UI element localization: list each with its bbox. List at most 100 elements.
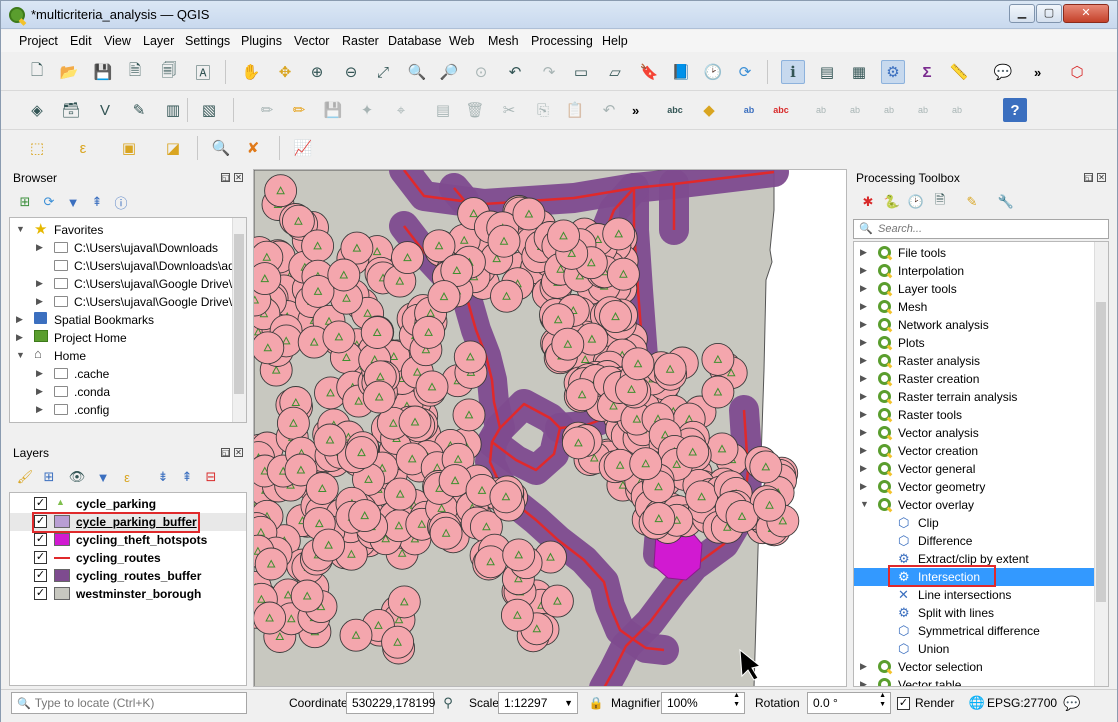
- filter-browser-icon[interactable]: ▼: [66, 194, 80, 210]
- chevron-right-icon[interactable]: ▶: [860, 679, 867, 687]
- add-wms-layer-icon[interactable]: ▧: [201, 102, 217, 119]
- float-panel-icon[interactable]: ◱: [221, 173, 230, 182]
- toolbox-algorithm[interactable]: ⚙ Intersection: [854, 565, 1108, 587]
- toolbox-group[interactable]: ▶ File tools: [854, 244, 1108, 262]
- remove-layer-icon[interactable]: ⊟: [205, 469, 217, 484]
- toolbox-group[interactable]: ▶ Plots: [854, 334, 1108, 352]
- python-scripts-icon[interactable]: 🐍: [883, 194, 901, 209]
- menu-edit[interactable]: Edit: [70, 34, 92, 48]
- zoom-to-selection-icon[interactable]: 🔍: [407, 64, 427, 81]
- toolbox-group[interactable]: ▶ Vector analysis: [854, 424, 1108, 442]
- chevron-right-icon[interactable]: ▶: [36, 278, 43, 288]
- select-by-location-icon[interactable]: ◪: [165, 140, 181, 157]
- close-panel-icon[interactable]: ✕: [234, 448, 243, 457]
- add-raster-layer-icon[interactable]: ✎: [132, 102, 146, 119]
- chevron-right-icon[interactable]: ▶: [36, 296, 43, 306]
- layout-manager-icon[interactable]: 🗐: [161, 61, 177, 79]
- menu-project[interactable]: Project: [19, 34, 58, 48]
- new-map-view-icon[interactable]: ▭: [573, 64, 589, 81]
- add-feature-icon[interactable]: ✦: [360, 102, 374, 119]
- collapse-all-icon[interactable]: ⇞: [91, 194, 103, 209]
- new-3d-map-view-icon[interactable]: ▱: [609, 64, 621, 81]
- select-by-expression-icon[interactable]: ε: [79, 139, 87, 157]
- style-layer-icon[interactable]: 🖌: [16, 469, 34, 484]
- toolbox-group[interactable]: ▶ Layer tools: [854, 280, 1108, 298]
- menu-mesh[interactable]: Mesh: [488, 34, 519, 48]
- undo-icon[interactable]: ↶: [602, 102, 616, 119]
- menu-layer[interactable]: Layer: [143, 34, 175, 48]
- layer-visibility-checkbox[interactable]: ✓: [34, 551, 47, 564]
- menu-web[interactable]: Web: [449, 34, 475, 48]
- chevron-right-icon[interactable]: ▶: [860, 373, 867, 383]
- history-icon[interactable]: 🕑: [907, 194, 925, 209]
- filter-by-expression-icon[interactable]: ε: [124, 469, 130, 485]
- add-selected-layers-icon[interactable]: ⊞: [19, 194, 31, 209]
- scrollbar-thumb[interactable]: [234, 234, 244, 394]
- zoom-to-layer-icon[interactable]: 🔎: [439, 64, 459, 81]
- properties-icon[interactable]: ⓘ: [114, 195, 128, 211]
- measure-line-icon[interactable]: 📏: [949, 64, 969, 81]
- menu-database[interactable]: Database: [388, 34, 442, 48]
- chevron-right-icon[interactable]: ▶: [860, 265, 867, 275]
- layer-visibility-checkbox[interactable]: ✓: [34, 533, 47, 546]
- layer-visibility-checkbox[interactable]: ✓: [34, 569, 47, 582]
- data-source-manager-icon[interactable]: ◈: [31, 102, 43, 119]
- toolbox-group[interactable]: ▶ Raster analysis: [854, 352, 1108, 370]
- magnifier-field[interactable]: 100% ▲ ▼: [661, 692, 745, 714]
- zoom-native-icon[interactable]: ⊙: [474, 64, 488, 81]
- minimize-button[interactable]: ▁: [1009, 4, 1035, 23]
- menu-view[interactable]: View: [104, 34, 131, 48]
- toolbox-group[interactable]: ▶ Raster tools: [854, 406, 1108, 424]
- chevron-right-icon[interactable]: ▶: [36, 368, 43, 378]
- spinner-icon[interactable]: ▲ ▼: [733, 692, 740, 708]
- browser-item[interactable]: ▶ .conda: [10, 383, 246, 401]
- toolbox-algorithm[interactable]: ✕ Line intersections: [854, 586, 1108, 604]
- chevron-right-icon[interactable]: ▶: [16, 332, 23, 342]
- cut-features-icon[interactable]: ✂: [502, 102, 516, 119]
- map-tips-icon[interactable]: 💬: [993, 64, 1013, 81]
- deselect-features-icon[interactable]: ▣: [121, 140, 137, 157]
- paste-features-icon[interactable]: 📋: [565, 102, 585, 119]
- rotation-field[interactable]: 0.0 ° ▲ ▼: [807, 692, 891, 714]
- toolbox-group[interactable]: ▶ Mesh: [854, 298, 1108, 316]
- chevron-right-icon[interactable]: ▶: [860, 409, 867, 419]
- chevron-right-icon[interactable]: ▶: [860, 301, 867, 311]
- layer-visibility-checkbox[interactable]: ✓: [34, 515, 47, 528]
- layer-item[interactable]: ✓ cycling_theft_hotspots: [10, 531, 246, 549]
- chevron-right-icon[interactable]: ▶: [860, 319, 867, 329]
- toolbox-algorithm[interactable]: ⚙ Split with lines: [854, 604, 1108, 622]
- menu-raster[interactable]: Raster: [342, 34, 379, 48]
- spinner-icon[interactable]: ▲ ▼: [879, 692, 886, 708]
- toolbox-group[interactable]: ▶ Vector table: [854, 676, 1108, 687]
- toolbox-algorithm[interactable]: ⬡ Symmetrical difference: [854, 622, 1108, 640]
- add-group-icon[interactable]: ⊞: [43, 469, 55, 484]
- toolbox-group[interactable]: ▶ Interpolation: [854, 262, 1108, 280]
- attribute-table-icon[interactable]: ▤: [819, 64, 835, 81]
- open-project-icon[interactable]: 📂: [59, 64, 79, 81]
- pan-map-icon[interactable]: ✋: [241, 64, 261, 81]
- help-icon[interactable]: ?: [1003, 98, 1027, 122]
- browser-item[interactable]: ▶ C:\Users\ujaval\Google Drive\: [10, 293, 246, 311]
- toolbox-group[interactable]: ▶ Vector creation: [854, 442, 1108, 460]
- toolbox-group[interactable]: ▶ Raster creation: [854, 370, 1108, 388]
- chevron-right-icon[interactable]: ▶: [860, 391, 867, 401]
- toolbox-search-input[interactable]: [878, 221, 1102, 237]
- toolbox-algorithm[interactable]: ⬡ Clip: [854, 514, 1108, 532]
- chevron-right-icon[interactable]: ▶: [36, 404, 43, 414]
- scrollbar-thumb[interactable]: [1096, 302, 1106, 602]
- toolbar-2-overflow-icon[interactable]: »: [632, 103, 640, 118]
- chevron-right-icon[interactable]: ▶: [16, 314, 23, 324]
- toolbar-overflow-icon[interactable]: »: [1034, 65, 1042, 80]
- menu-plugins[interactable]: Plugins: [241, 34, 282, 48]
- toolbox-algorithm[interactable]: ⬡ Difference: [854, 532, 1108, 550]
- chevron-down-icon[interactable]: ▼: [564, 698, 573, 708]
- menu-vector[interactable]: Vector: [294, 34, 330, 48]
- crs-globe-icon[interactable]: 🌐: [968, 695, 986, 710]
- shape-tool-icon[interactable]: ⬡: [1070, 64, 1084, 81]
- delete-selected-icon[interactable]: 🗑: [465, 102, 485, 119]
- change-label-icon[interactable]: ab: [883, 105, 894, 115]
- layer-item[interactable]: ✓ cycle_parking_buffer: [10, 513, 246, 531]
- add-vector-layer-icon[interactable]: V: [99, 101, 110, 119]
- results-viewer-icon[interactable]: 🗎: [934, 192, 946, 207]
- temporal-controller-icon[interactable]: 🕑: [703, 64, 723, 81]
